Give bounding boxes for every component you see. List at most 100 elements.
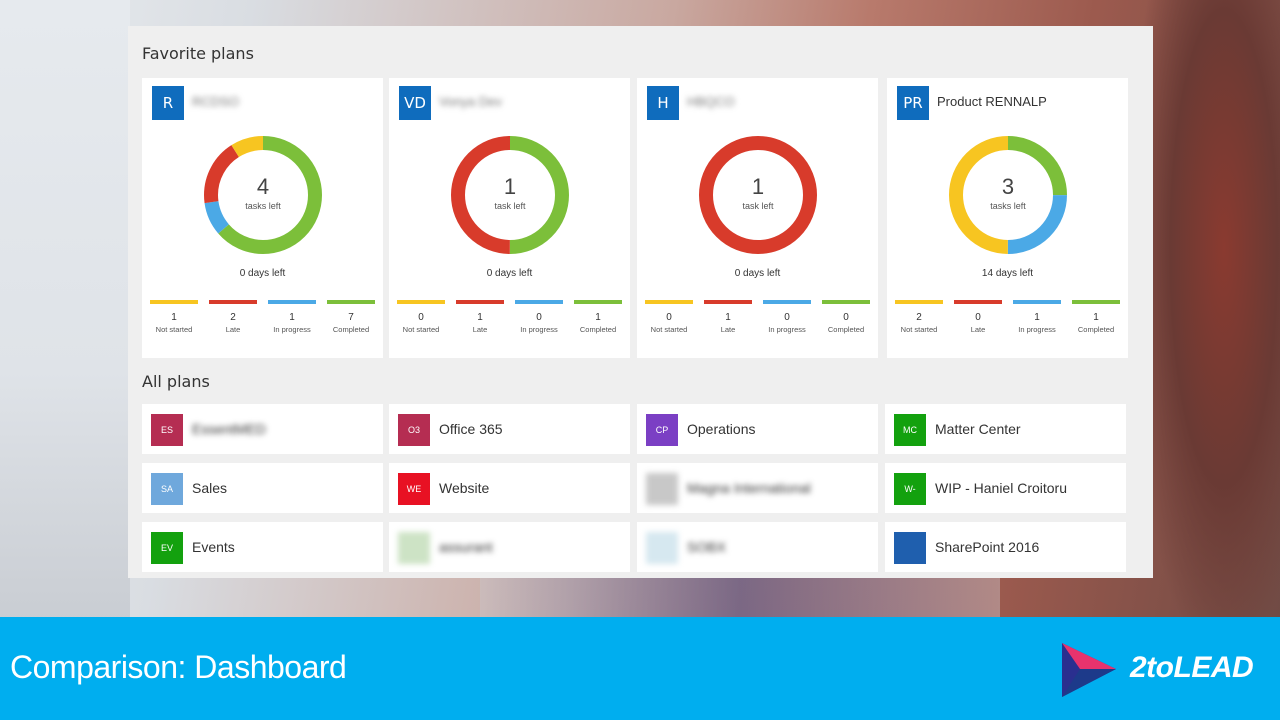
legend-item-in-progress[interactable]: 0 In progress — [515, 300, 563, 334]
days-left: 0 days left — [486, 268, 533, 279]
tasks-left-count: 3 — [1001, 174, 1015, 199]
plan-tile-icon: WE — [398, 473, 430, 505]
legend-count: 0 — [666, 312, 672, 323]
legend-label: Not started — [155, 325, 193, 334]
plan-tile-icon: SA — [151, 473, 183, 505]
plan-list-name[interactable]: EssentMED — [192, 421, 266, 437]
legend-item-late[interactable]: 2 Late — [209, 300, 257, 334]
background-bottom-streak — [480, 575, 1000, 620]
legend-label: Late — [970, 325, 986, 334]
legend-color-bar — [704, 300, 752, 304]
legend-item-completed[interactable]: 7 Completed — [327, 300, 375, 334]
legend-item-not-started[interactable]: 2 Not started — [895, 300, 943, 334]
plan-list-name[interactable]: SharePoint 2016 — [935, 539, 1040, 555]
favorite-plan-card[interactable]: VD Vonya Dev 1 task left 0 days left 0 Not sta… — [389, 78, 630, 358]
logo-text: 2toLEAD — [1130, 651, 1254, 684]
plan-list-item[interactable]: assurant — [389, 522, 630, 572]
status-legend: 1 Not started 2 Late 1 In progress 7 Completed — [150, 300, 375, 334]
legend-item-completed[interactable]: 0 Completed — [822, 300, 870, 334]
plan-list-name[interactable]: Sales — [192, 480, 228, 496]
plan-tile-icon: ES — [151, 414, 183, 446]
plan-list-name[interactable]: SOBX — [687, 539, 726, 555]
tasks-left-count: 1 — [503, 174, 517, 199]
plan-tile-icon: EV — [151, 532, 183, 564]
legend-color-bar — [1072, 300, 1120, 304]
plan-list-item[interactable]: W- WIP - Haniel Croitoru — [885, 463, 1126, 513]
legend-color-bar — [397, 300, 445, 304]
legend-count: 2 — [916, 312, 922, 323]
plan-name[interactable]: Product RENNALP — [937, 94, 1047, 109]
legend-item-late[interactable]: 1 Late — [704, 300, 752, 334]
plan-name[interactable]: RCDSO — [192, 94, 239, 109]
legend-label: Not started — [402, 325, 440, 334]
plan-list-item[interactable]: SA Sales — [142, 463, 383, 513]
plan-name[interactable]: Vonya Dev — [439, 94, 502, 109]
legend-item-not-started[interactable]: 1 Not started — [150, 300, 198, 334]
legend-label: Late — [472, 325, 488, 334]
legend-color-bar — [763, 300, 811, 304]
plan-list-item[interactable]: O3 Office 365 — [389, 404, 630, 454]
plan-list-item[interactable]: SharePoint 2016 — [885, 522, 1126, 572]
legend-item-completed[interactable]: 1 Completed — [1072, 300, 1120, 334]
donut-segment-not-started — [949, 136, 1067, 254]
favorite-plan-card[interactable]: PR Product RENNALP 3 tasks left 14 days left… — [887, 78, 1128, 358]
favorite-plan-card[interactable]: H HBQCO 1 task left 0 days left 0 Not started 1… — [637, 78, 878, 358]
plan-list-item[interactable]: CP Operations — [637, 404, 878, 454]
legend-color-bar — [456, 300, 504, 304]
plan-list-item[interactable]: ES EssentMED — [142, 404, 383, 454]
legend-color-bar — [209, 300, 257, 304]
donut-segment-late — [699, 136, 817, 254]
plan-list-name[interactable]: WIP - Haniel Croitoru — [935, 480, 1068, 496]
plan-name[interactable]: HBQCO — [687, 94, 735, 109]
legend-label: In progress — [520, 325, 558, 334]
legend-item-not-started[interactable]: 0 Not started — [397, 300, 445, 334]
plan-list-name[interactable]: assurant — [439, 539, 493, 555]
tasks-left-label: tasks left — [245, 201, 281, 211]
footer-bar: Comparison: Dashboard 2toLEAD — [0, 617, 1280, 720]
donut-segment-late — [451, 136, 569, 254]
task-status-donut-chart — [204, 136, 322, 254]
legend-item-late[interactable]: 0 Late — [954, 300, 1002, 334]
legend-item-in-progress[interactable]: 0 In progress — [763, 300, 811, 334]
donut-segment-late — [204, 136, 322, 254]
plan-list-item[interactable]: Magna International — [637, 463, 878, 513]
tasks-left-label: task left — [742, 201, 774, 211]
legend-label: Not started — [900, 325, 938, 334]
all-plans-heading: All plans — [142, 372, 210, 391]
legend-count: 1 — [725, 312, 731, 323]
logo-triangle-icon — [1062, 643, 1116, 697]
legend-count: 0 — [784, 312, 790, 323]
company-logo: 2toLEAD — [1060, 639, 1270, 701]
tasks-left-count: 1 — [751, 174, 765, 199]
plan-list-item[interactable]: MC Matter Center — [885, 404, 1126, 454]
legend-item-in-progress[interactable]: 1 In progress — [268, 300, 316, 334]
legend-color-bar — [515, 300, 563, 304]
plan-tile-icon — [398, 532, 430, 564]
plan-list-name[interactable]: Operations — [687, 421, 756, 437]
legend-label: In progress — [273, 325, 311, 334]
days-left: 0 days left — [239, 268, 286, 279]
favorite-plan-card[interactable]: R RCDSO 4 tasks left 0 days left 1 Not started… — [142, 78, 383, 358]
plan-list-item[interactable]: EV Events — [142, 522, 383, 572]
plan-avatar: VD — [399, 86, 431, 120]
plan-list-name[interactable]: Matter Center — [935, 421, 1021, 437]
plan-list-name[interactable]: Magna International — [687, 480, 811, 496]
plan-list-name[interactable]: Office 365 — [439, 421, 503, 437]
legend-label: Late — [225, 325, 241, 334]
plan-list-item[interactable]: SOBX — [637, 522, 878, 572]
legend-item-in-progress[interactable]: 1 In progress — [1013, 300, 1061, 334]
legend-label: Completed — [827, 325, 865, 334]
background-right — [1140, 0, 1280, 620]
legend-label: In progress — [1018, 325, 1056, 334]
legend-label: Completed — [332, 325, 370, 334]
legend-item-not-started[interactable]: 0 Not started — [645, 300, 693, 334]
plan-avatar: H — [647, 86, 679, 120]
legend-item-late[interactable]: 1 Late — [456, 300, 504, 334]
legend-count: 1 — [1034, 312, 1040, 323]
legend-item-completed[interactable]: 1 Completed — [574, 300, 622, 334]
plan-list-name[interactable]: Events — [192, 539, 235, 555]
plan-list-name[interactable]: Website — [439, 480, 490, 496]
plan-tile-icon: O3 — [398, 414, 430, 446]
legend-count: 1 — [1093, 312, 1099, 323]
plan-list-item[interactable]: WE Website — [389, 463, 630, 513]
